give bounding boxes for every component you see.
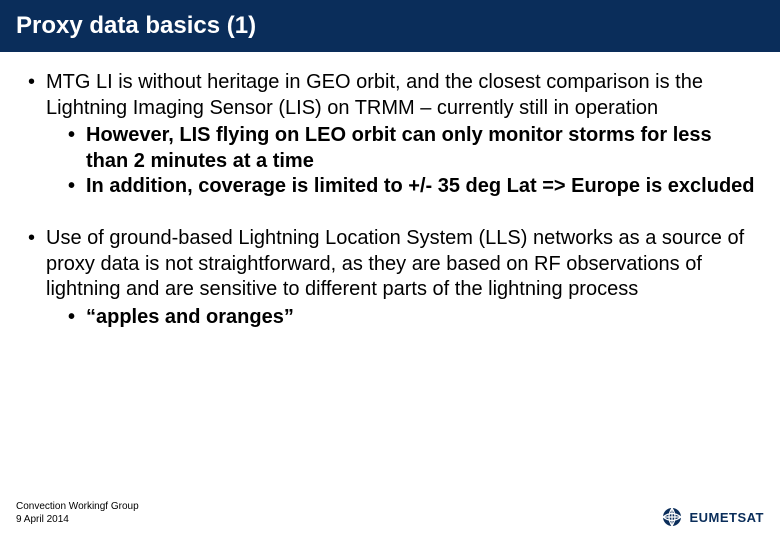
sub-bullet-list: However, LIS flying on LEO orbit can onl… bbox=[46, 123, 756, 200]
bullet-item: Use of ground-based Lightning Location S… bbox=[24, 226, 756, 330]
slide-title: Proxy data basics (1) bbox=[16, 12, 256, 39]
sub-bullet-list: “apples and oranges” bbox=[46, 305, 756, 331]
footer-line-1: Convection Workingf Group bbox=[16, 500, 139, 513]
footer-text: Convection Workingf Group 9 April 2014 bbox=[16, 500, 139, 526]
brand-logo: EUMETSAT bbox=[661, 506, 764, 528]
footer-line-2: 9 April 2014 bbox=[16, 513, 139, 526]
globe-icon bbox=[661, 506, 683, 528]
bullet-list: MTG LI is without heritage in GEO orbit,… bbox=[24, 70, 756, 330]
sub-bullet-item: “apples and oranges” bbox=[46, 305, 756, 331]
sub-bullet-item: In addition, coverage is limited to +/- … bbox=[46, 174, 756, 200]
brand-name: EUMETSAT bbox=[689, 510, 764, 525]
bullet-item: MTG LI is without heritage in GEO orbit,… bbox=[24, 70, 756, 200]
slide-body: MTG LI is without heritage in GEO orbit,… bbox=[0, 52, 780, 330]
sub-bullet-item: However, LIS flying on LEO orbit can onl… bbox=[46, 123, 756, 174]
bullet-text: MTG LI is without heritage in GEO orbit,… bbox=[46, 71, 703, 119]
bullet-text: Use of ground-based Lightning Location S… bbox=[46, 227, 744, 300]
slide-title-bar: Proxy data basics (1) bbox=[0, 0, 780, 52]
